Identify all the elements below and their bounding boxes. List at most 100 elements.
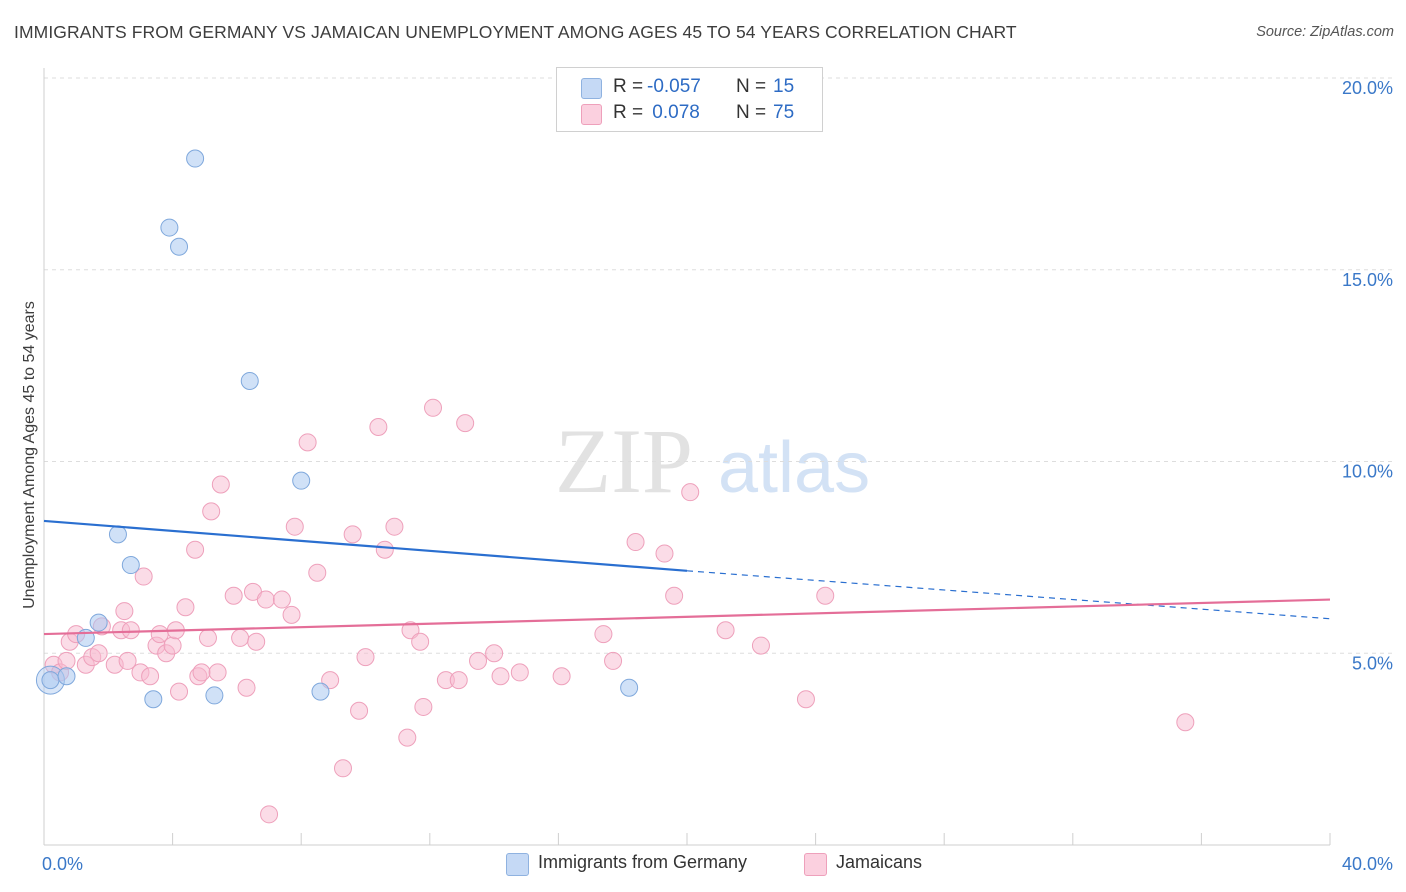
jamaicans-trend-line	[43, 598, 1331, 636]
germany-point	[89, 613, 108, 632]
jamaicans-point	[398, 728, 417, 747]
stats-legend: R = -0.057 N = 15 R = 0.078 N = 75	[556, 67, 823, 132]
watermark: ZIP atlas	[555, 410, 870, 512]
jamaicans-point	[202, 502, 221, 521]
jamaicans-point	[411, 632, 430, 651]
y-axis-label: Unemployment Among Ages 45 to 54 years	[21, 301, 38, 609]
germany-point	[121, 556, 140, 575]
jamaicans-point	[321, 671, 340, 690]
legend-n-value: 75	[773, 102, 795, 123]
jamaicans-point	[333, 759, 352, 778]
jamaicans-point	[456, 414, 475, 433]
jamaicans-point	[510, 663, 529, 682]
legend-r-label: R =	[613, 102, 644, 123]
legend-n-label: N =	[736, 102, 767, 123]
jamaicans-point	[491, 667, 510, 686]
germany-points	[35, 149, 639, 709]
legend-swatch-jamaicans	[581, 104, 602, 125]
bottom-legend-label-jamaicans: Jamaicans	[836, 852, 923, 872]
watermark-atlas: atlas	[718, 428, 870, 508]
germany-point	[41, 671, 60, 690]
jamaicans-point	[594, 625, 613, 644]
jamaicans-point	[626, 533, 645, 552]
jamaicans-point	[118, 651, 137, 670]
jamaicans-point	[237, 678, 256, 697]
jamaicans-point	[176, 598, 195, 617]
jamaicans-point	[343, 525, 362, 544]
jamaicans-point	[115, 602, 134, 621]
axes	[43, 68, 1331, 846]
jamaicans-point	[604, 651, 623, 670]
germany-point	[160, 218, 179, 237]
jamaicans-point	[796, 690, 815, 709]
gridlines	[44, 77, 1392, 654]
germany-point	[108, 525, 127, 544]
jamaicans-point	[655, 544, 674, 563]
jamaicans-point	[256, 590, 275, 609]
germany-point	[292, 471, 311, 490]
jamaicans-point	[552, 667, 571, 686]
jamaicans-point	[469, 651, 488, 670]
jamaicans-point	[401, 621, 420, 640]
germany-point	[311, 682, 330, 701]
x-tick-label: 40.0%	[1342, 854, 1393, 874]
jamaicans-point	[285, 517, 304, 536]
tick-labels: 5.0% 10.0% 15.0% 20.0% 0.0% 40.0%	[42, 78, 1393, 874]
jamaicans-point	[231, 628, 250, 647]
germany-point	[240, 371, 259, 390]
chart-title: IMMIGRANTS FROM GERMANY VS JAMAICAN UNEM…	[14, 22, 1017, 42]
jamaicans-points	[44, 398, 1195, 824]
germany-point	[620, 678, 639, 697]
germany-trend-extension	[686, 570, 1331, 620]
legend-n-value: 15	[773, 76, 795, 97]
jamaicans-point	[211, 475, 230, 494]
y-tick-label: 15.0%	[1342, 270, 1393, 290]
jamaicans-point	[449, 671, 468, 690]
jamaicans-point	[170, 682, 189, 701]
jamaicans-point	[385, 517, 404, 536]
y-tick-label: 5.0%	[1352, 653, 1393, 673]
jamaicans-point	[192, 663, 211, 682]
jamaicans-point	[141, 667, 160, 686]
germany-point	[57, 667, 76, 686]
jamaicans-point	[272, 590, 291, 609]
jamaicans-point	[186, 540, 205, 559]
legend-r-value: -0.057	[647, 76, 701, 97]
bottom-legend-label-germany: Immigrants from Germany	[538, 852, 748, 872]
bottom-legend-swatch-germany	[506, 853, 529, 876]
y-tick-label: 20.0%	[1342, 78, 1393, 98]
germany-point	[205, 686, 224, 705]
jamaicans-point	[57, 651, 76, 670]
germany-trend-line	[43, 519, 688, 572]
y-tick-label: 10.0%	[1342, 462, 1393, 482]
jamaicans-point	[356, 648, 375, 667]
jamaicans-point	[751, 636, 770, 655]
jamaicans-point	[208, 663, 227, 682]
x-tick-label: 0.0%	[42, 854, 83, 874]
jamaicans-point	[485, 644, 504, 663]
source-label: Source: ZipAtlas.com	[1256, 24, 1394, 40]
jamaicans-point	[163, 636, 182, 655]
jamaicans-point	[816, 586, 835, 605]
jamaicans-point	[282, 605, 301, 624]
jamaicans-point	[1176, 713, 1195, 732]
jamaicans-point	[414, 697, 433, 716]
jamaicans-point	[308, 563, 327, 582]
germany-point	[186, 149, 205, 168]
legend-swatch-germany	[581, 78, 602, 99]
germany-point	[144, 690, 163, 709]
jamaicans-point	[121, 621, 140, 640]
jamaicans-point	[375, 540, 394, 559]
bottom-legend-swatch-jamaicans	[804, 853, 827, 876]
jamaicans-point	[198, 628, 217, 647]
jamaicans-point	[424, 398, 443, 417]
jamaicans-point	[134, 567, 153, 586]
jamaicans-point	[716, 621, 735, 640]
jamaicans-point	[89, 644, 108, 663]
legend-r-value: 0.078	[647, 102, 700, 123]
jamaicans-point	[247, 632, 266, 651]
legend-r-label: R =	[613, 76, 644, 97]
jamaicans-point	[665, 586, 684, 605]
jamaicans-point	[260, 805, 279, 824]
